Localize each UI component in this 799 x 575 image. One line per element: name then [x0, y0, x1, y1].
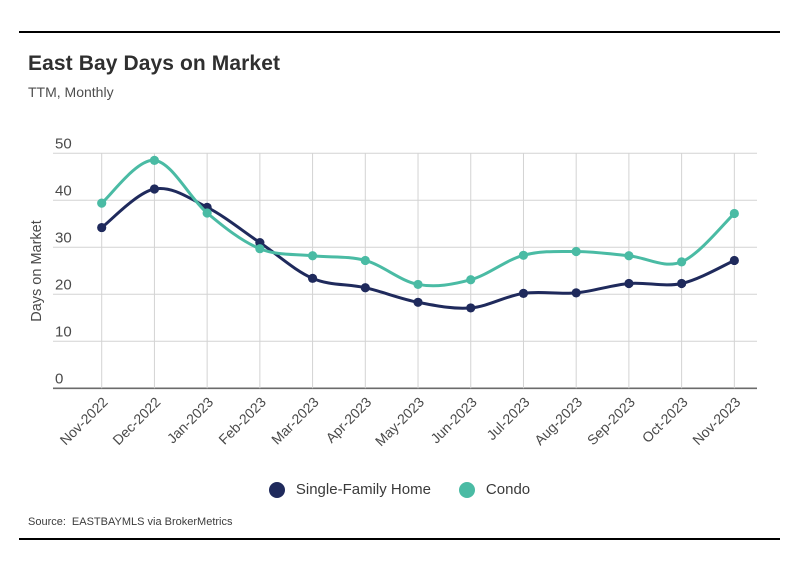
x-tick-label: Mar-2023 — [268, 394, 322, 448]
source-text: EASTBAYMLS via BrokerMetrics — [71, 516, 233, 528]
data-point-condo — [624, 251, 634, 261]
data-point-condo — [97, 198, 107, 208]
data-point-single-family-home — [571, 288, 581, 298]
data-point-condo — [202, 208, 212, 218]
data-point-single-family-home — [307, 273, 318, 283]
x-tick-label: Sep-2023 — [584, 394, 638, 448]
data-point-single-family-home — [729, 255, 739, 266]
source-label: Source: — [28, 516, 66, 528]
top-divider — [19, 31, 780, 33]
legend-item-condo: Condo — [458, 481, 531, 498]
y-tick-label: 40 — [55, 182, 72, 199]
data-point-condo — [729, 208, 739, 219]
x-tick-label: Jun-2023 — [427, 394, 480, 447]
y-tick-label: 50 — [55, 135, 72, 152]
data-point-single-family-home — [149, 184, 160, 194]
y-tick-label: 30 — [55, 229, 72, 246]
page-subtitle: TTM, Monthly — [28, 84, 114, 100]
series-layer — [97, 155, 739, 313]
x-tick-label: Jan-2023 — [164, 394, 217, 447]
x-tick-label: Oct-2023 — [639, 394, 691, 446]
data-point-condo — [149, 155, 160, 165]
source-line: Source: EASTBAYMLS via BrokerMetrics — [28, 516, 232, 528]
x-tick-label: Nov-2023 — [689, 394, 743, 448]
condo-swatch-icon — [458, 481, 475, 498]
legend-item-single-family-home: Single-Family Home — [268, 481, 431, 498]
page-title: East Bay Days on Market — [28, 52, 281, 75]
data-point-single-family-home — [466, 303, 476, 313]
x-tick-label: Aug-2023 — [531, 394, 585, 448]
data-point-single-family-home — [518, 288, 529, 298]
data-point-single-family-home — [360, 283, 370, 293]
data-point-single-family-home — [677, 278, 687, 289]
bottom-divider — [19, 538, 780, 540]
data-point-condo — [360, 255, 370, 266]
legend-label: Condo — [485, 481, 531, 498]
data-point-single-family-home — [413, 297, 423, 307]
x-tick-label: Jul-2023 — [483, 394, 532, 443]
chart-legend: Single-Family Home Condo — [0, 481, 799, 498]
x-tick-label: Feb-2023 — [215, 394, 269, 448]
y-tick-label: 10 — [55, 323, 72, 340]
y-axis-title: Days on Market — [29, 220, 45, 322]
x-tick-label: May-2023 — [372, 394, 427, 449]
data-point-condo — [255, 244, 265, 254]
data-point-single-family-home — [97, 222, 107, 233]
data-point-condo — [413, 279, 423, 290]
x-tick-label: Dec-2022 — [109, 394, 163, 448]
data-point-condo — [307, 251, 318, 261]
data-point-condo — [571, 246, 581, 257]
single-family-home-swatch-icon — [268, 481, 285, 498]
data-point-condo — [518, 250, 529, 260]
data-point-single-family-home — [624, 278, 634, 289]
data-point-condo — [466, 275, 476, 285]
y-tick-label: 0 — [55, 370, 63, 387]
legend-label: Single-Family Home — [295, 481, 431, 498]
x-tick-label: Nov-2022 — [57, 394, 111, 448]
data-point-condo — [677, 257, 687, 267]
y-tick-label: 20 — [55, 276, 72, 293]
x-tick-label: Apr-2023 — [322, 394, 374, 446]
